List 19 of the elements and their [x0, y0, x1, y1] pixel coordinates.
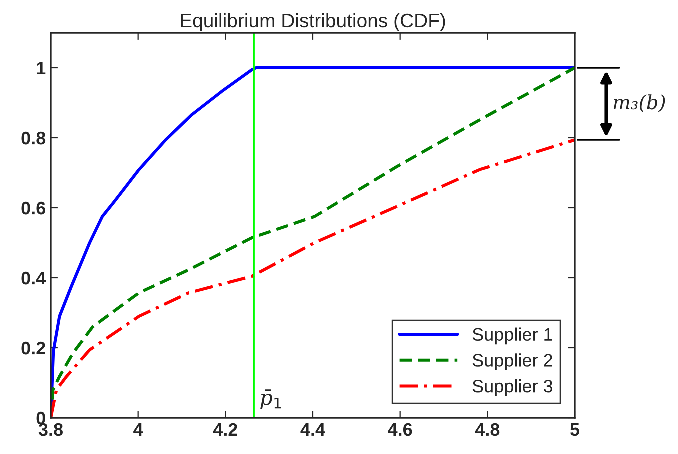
x-tick-label: 3.8	[38, 423, 63, 436]
y-tick-label: 1	[37, 62, 46, 75]
x-tick-label: 4.4	[300, 424, 326, 436]
chart-title: Equilibrium Distributions (CDF)	[181, 13, 446, 32]
x-tick-label: 5	[570, 424, 580, 436]
y-tick-label: 0.8	[22, 132, 46, 145]
text: m₃(b)	[614, 94, 666, 112]
ref-line-label: p̄$_{1}$	[260, 390, 282, 410]
x-tick-label: 4.8	[475, 423, 500, 436]
y-tick-label: 0	[36, 412, 46, 425]
legend-label: Supplier 2	[472, 354, 552, 370]
y-tick-label: 0.4	[22, 272, 46, 285]
x-tick-label: 4.6	[388, 423, 412, 436]
legend-label: Supplier 3	[472, 380, 553, 396]
y-tick-label: 0.6	[22, 202, 46, 215]
y-tick-label: 0.2	[22, 342, 46, 355]
x-tick-label: 4.2	[213, 423, 238, 436]
x-tick-label: 4	[134, 424, 144, 436]
legend-label: Supplier 1	[472, 328, 552, 345]
